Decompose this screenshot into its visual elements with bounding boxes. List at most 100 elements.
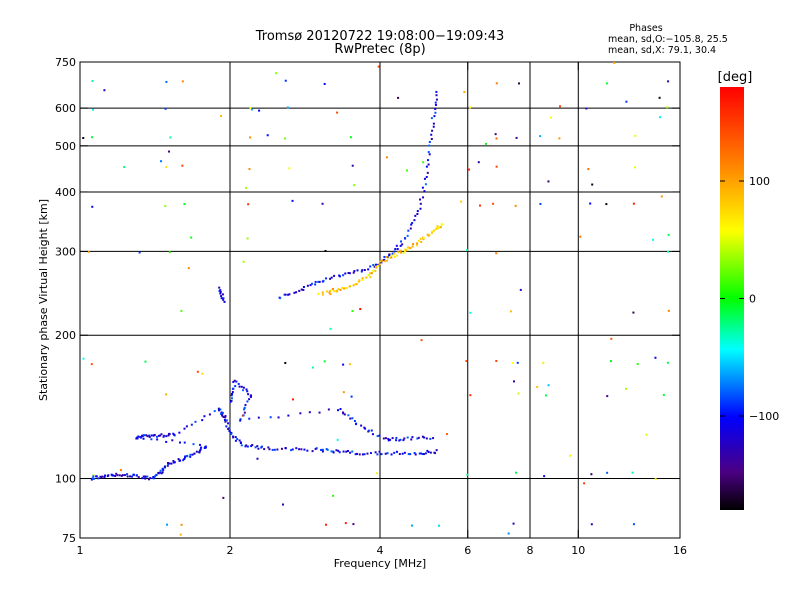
trace-point-0-37-8: [344, 272, 347, 275]
trace-point-0-16-7: [234, 439, 237, 442]
trace-point-0-19-0: [284, 447, 287, 450]
noise-point-1: [90, 363, 93, 366]
trace-point-0-41-2: [407, 229, 410, 232]
noise-point-123: [446, 433, 449, 436]
trace-point-0-36-6: [314, 280, 317, 283]
trace-point-1-3-2: [381, 259, 384, 262]
trace-point-1-4-8: [405, 249, 408, 252]
noise-point-157: [463, 91, 466, 94]
phases-title: Phases: [629, 23, 662, 34]
noise-point-153: [332, 494, 335, 497]
trace-point-0-13-2: [183, 427, 186, 430]
trace-point-0-0-2: [92, 477, 95, 480]
trace-point-0-31-3: [364, 427, 367, 430]
noise-point-119: [579, 235, 582, 238]
noise-point-42: [469, 394, 472, 397]
trace-point-0-2-9: [132, 473, 135, 476]
trace-point-0-9-8: [150, 438, 153, 441]
noise-point-50: [492, 202, 495, 205]
trace-point-0-29-2: [257, 416, 260, 419]
trace-point-1-9-1: [317, 292, 320, 295]
trace-point-0-9-1: [198, 443, 201, 446]
trace-point-0-16-5: [234, 436, 237, 439]
trace-point-1-2-4: [372, 269, 375, 272]
y-tick-label-5: 500: [55, 140, 76, 153]
trace-point-0-39-6: [383, 258, 386, 261]
noise-point-128: [196, 370, 199, 373]
trace-point-0-27-2: [237, 382, 240, 385]
trace-point-1-2-2: [369, 272, 372, 275]
noise-point-85: [662, 393, 665, 396]
trace-point-0-42-0: [419, 207, 422, 210]
noise-point-117: [266, 134, 269, 137]
noise-point-2: [87, 250, 90, 253]
trace-point-0-8-6: [200, 446, 203, 449]
noise-point-149: [376, 472, 379, 475]
noise-point-145: [652, 238, 655, 241]
trace-point-0-11-2: [148, 434, 151, 437]
noise-point-31: [323, 360, 326, 363]
noise-point-43: [465, 360, 468, 363]
trace-point-0-38-0: [348, 272, 351, 275]
noise-point-9: [168, 251, 171, 254]
trace-point-0-37-0: [322, 279, 325, 282]
trace-point-0-46-8: [222, 297, 225, 300]
noise-point-36: [350, 395, 353, 398]
trace-point-0-27-1: [235, 380, 238, 383]
trace-point-0-30-5: [347, 414, 350, 417]
trace-point-0-40-4: [396, 248, 399, 251]
trace-scatter: [90, 90, 443, 481]
trace-point-0-10-3: [137, 435, 140, 438]
trace-point-0-21-4: [346, 449, 349, 452]
noise-point-59: [515, 136, 518, 139]
trace-point-1-6-1: [422, 236, 425, 239]
trace-point-0-39-1: [374, 263, 377, 266]
noise-point-71: [587, 168, 590, 171]
noise-point-156: [494, 133, 497, 136]
trace-point-0-31-6: [371, 433, 374, 436]
trace-point-0-21-6: [351, 450, 354, 453]
trace-point-0-40-6: [399, 244, 402, 247]
trace-point-0-43-2: [427, 159, 430, 162]
trace-point-0-13-8: [208, 413, 211, 416]
noise-point-49: [495, 252, 498, 255]
trace-point-0-28-9: [239, 418, 242, 421]
trace-point-0-22-6: [378, 450, 381, 453]
trace-point-1-3-5: [385, 255, 388, 258]
trace-point-0-5-2: [161, 471, 164, 474]
noise-point-90: [667, 80, 670, 83]
noise-point-134: [484, 142, 487, 145]
trace-point-1-5-7: [420, 241, 423, 244]
noise-point-28: [286, 106, 289, 109]
trace-point-0-0-7: [99, 475, 102, 478]
trace-point-0-28-5: [243, 406, 246, 409]
trace-point-0-42-5: [421, 186, 424, 189]
noise-point-96: [509, 310, 512, 313]
noise-point-73: [606, 471, 609, 474]
trace-point-1-9-5: [328, 291, 331, 294]
trace-point-0-23-6: [407, 453, 410, 456]
trace-point-0-26-7: [232, 387, 235, 390]
trace-point-0-41-6: [413, 219, 416, 222]
noise-point-64: [539, 202, 542, 205]
x-tick-label-5: 10: [571, 544, 585, 557]
trace-point-0-16-1: [230, 431, 233, 434]
trace-point-1-2-1: [367, 274, 370, 277]
trace-point-0-35-6: [293, 291, 296, 294]
trace-point-0-28-7: [243, 411, 246, 414]
trace-point-0-12-7: [168, 433, 171, 436]
trace-point-0-28-6: [243, 408, 246, 411]
trace-point-0-11-0: [145, 434, 148, 437]
noise-point-146: [336, 111, 339, 114]
noise-point-44: [469, 311, 472, 314]
trace-point-0-5-4: [162, 469, 165, 472]
noise-point-39: [351, 164, 354, 167]
noise-point-14: [165, 80, 168, 83]
trace-point-0-41-8: [416, 213, 419, 216]
trace-point-0-13-4: [190, 423, 193, 426]
trace-point-0-5-9: [166, 464, 169, 467]
trace-point-0-22-1: [363, 453, 366, 456]
trace-point-0-33-5: [417, 436, 420, 439]
noise-point-162: [405, 169, 408, 172]
trace-point-0-16-2: [230, 433, 233, 436]
